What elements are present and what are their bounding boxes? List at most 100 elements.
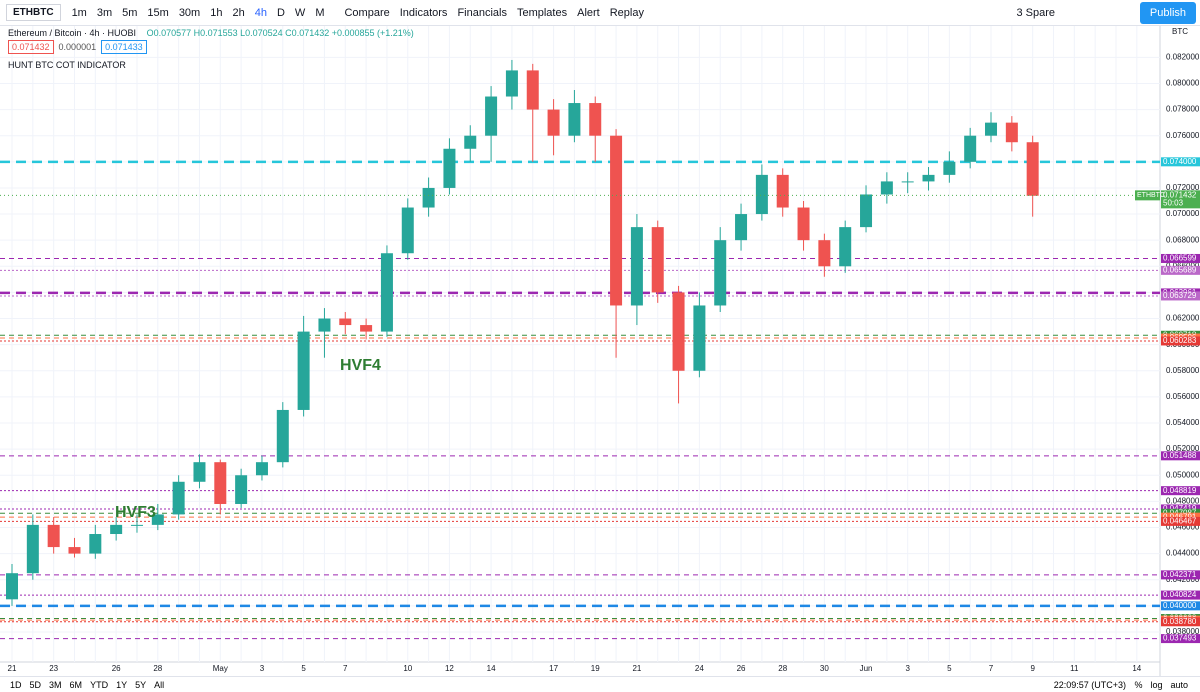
x-tick-label: 3 [905, 664, 910, 673]
x-tick-label: 7 [989, 664, 994, 673]
interval[interactable]: 30m [178, 6, 201, 19]
interval[interactable]: 2h [232, 6, 245, 19]
range[interactable]: 1D [10, 679, 22, 690]
toolbar-button[interactable]: Replay [609, 6, 644, 19]
level-label: 0.042371 [1163, 570, 1197, 579]
x-tick-label: 26 [112, 664, 121, 673]
y-tick-label: 0.044000 [1166, 549, 1200, 558]
interval[interactable]: 15m [147, 6, 169, 19]
range[interactable]: 5Y [135, 679, 147, 690]
scale-option[interactable]: % [1134, 679, 1143, 690]
candle-body [880, 181, 893, 195]
toolbar-button[interactable]: Templates [516, 6, 568, 19]
level-label: 0.051488 [1163, 451, 1197, 460]
candle-body [422, 187, 435, 208]
level-label-bg [1161, 291, 1200, 301]
range[interactable]: 5D [29, 679, 42, 690]
x-tick-label: 5 [301, 664, 306, 673]
y-tick-label: 0.046000 [1166, 523, 1200, 532]
candle-body [255, 462, 268, 476]
layout-name[interactable]: 3 Spare [1016, 6, 1055, 19]
range[interactable]: 6M [69, 679, 83, 690]
x-tick-label: 28 [153, 664, 162, 673]
level-label-bg [1161, 617, 1200, 627]
y-tick-label: 0.058000 [1166, 366, 1200, 375]
interval[interactable]: 1m [71, 6, 87, 19]
ask[interactable]: 0.071433 [101, 40, 147, 54]
annotation: HVF4 [340, 357, 381, 374]
interval[interactable]: D [276, 6, 285, 19]
level-label-bg [1161, 253, 1200, 263]
x-tick-label: 24 [695, 664, 704, 673]
candle-body [276, 409, 289, 463]
y-unit: BTC [1172, 27, 1188, 36]
indicator[interactable]: HUNT BTC COT INDICATOR [8, 60, 126, 70]
level-label: 0.046467 [1163, 516, 1197, 525]
level-label: 0.063729 [1163, 291, 1197, 300]
candle-body [47, 524, 60, 548]
buttons: Compare Indicators Financials Templates Aler… [329, 7, 649, 19]
x-tick-label: 14 [1132, 664, 1141, 673]
candle-body [568, 103, 581, 136]
toolbar-button[interactable]: Indicators [399, 6, 448, 19]
interval[interactable]: W [294, 6, 306, 19]
candle-body [651, 227, 664, 293]
symbol[interactable]: ETHBTC [6, 4, 61, 21]
candle-body [860, 194, 873, 228]
candle-body [964, 135, 977, 162]
interval[interactable]: 1h [210, 6, 223, 19]
annotation: HVF3 [115, 504, 156, 521]
level-label: 0.060283 [1163, 336, 1197, 345]
toolbar: ETHBTC 1m 3m 5m 15m 30m 1h 2h 4h D W M Compare Indi… [0, 0, 1200, 26]
range[interactable]: YTD [90, 679, 109, 690]
x-tick-label: 14 [487, 664, 496, 673]
candle-body [193, 462, 206, 482]
candle-body [151, 514, 164, 525]
legend: Ethereum / Bitcoin · 4h · HUOBI O0.07057… [8, 28, 414, 70]
candle-body [630, 227, 643, 306]
scale-option[interactable]: auto [1170, 679, 1188, 690]
level-label: 0.047419 [1163, 504, 1197, 513]
toolbar-button[interactable]: Alert [577, 6, 600, 19]
y-tick-label: 0.076000 [1166, 131, 1200, 140]
range[interactable]: 3M [49, 679, 62, 690]
candle-body [214, 462, 227, 504]
candle-body [505, 70, 518, 97]
bid[interactable]: 0.071432 [8, 40, 54, 54]
toolbar-button[interactable]: Compare [344, 6, 390, 19]
level-label: 0.065689 [1163, 265, 1197, 274]
candle-body [360, 325, 373, 332]
interval[interactable]: 4h [254, 6, 267, 19]
range[interactable]: 1Y [116, 679, 128, 690]
level-label-bg [1161, 570, 1200, 580]
level-label-bg [1161, 451, 1200, 461]
level-label-bg [1161, 590, 1200, 600]
x-tick-label: 17 [549, 664, 558, 673]
publish-button[interactable]: Publish [1139, 2, 1196, 24]
y-tick-label: 0.070000 [1166, 209, 1200, 218]
y-tick-label: 0.078000 [1166, 105, 1200, 114]
x-tick-label: 5 [947, 664, 952, 673]
price-axis-bg [1160, 26, 1200, 676]
candle-body [380, 253, 393, 332]
candle-body [68, 547, 81, 554]
ohlc: O0.070577 H0.071553 L0.070524 C0.071432 … [146, 28, 414, 38]
candle-body [485, 96, 498, 136]
candle-body [130, 524, 143, 526]
y-tick-label: 0.038000 [1166, 627, 1200, 636]
chart: 0.0380000.0400000.0420000.0440000.046000… [0, 26, 1200, 676]
x-tick-label: 11 [1070, 664, 1079, 673]
level-label-bg [1161, 265, 1200, 275]
candle-body [526, 70, 539, 110]
toolbar-button[interactable]: Financials [457, 6, 507, 19]
interval[interactable]: 5m [122, 6, 138, 19]
range[interactable]: All [154, 679, 165, 690]
y-tick-label: 0.050000 [1166, 470, 1200, 479]
interval[interactable]: 3m [96, 6, 113, 19]
candle-body [6, 573, 18, 600]
last-price-label: 0.071432 [1163, 190, 1197, 199]
interval[interactable]: M [315, 6, 325, 19]
scale-option[interactable]: log [1150, 679, 1163, 690]
candle-body [735, 214, 748, 241]
